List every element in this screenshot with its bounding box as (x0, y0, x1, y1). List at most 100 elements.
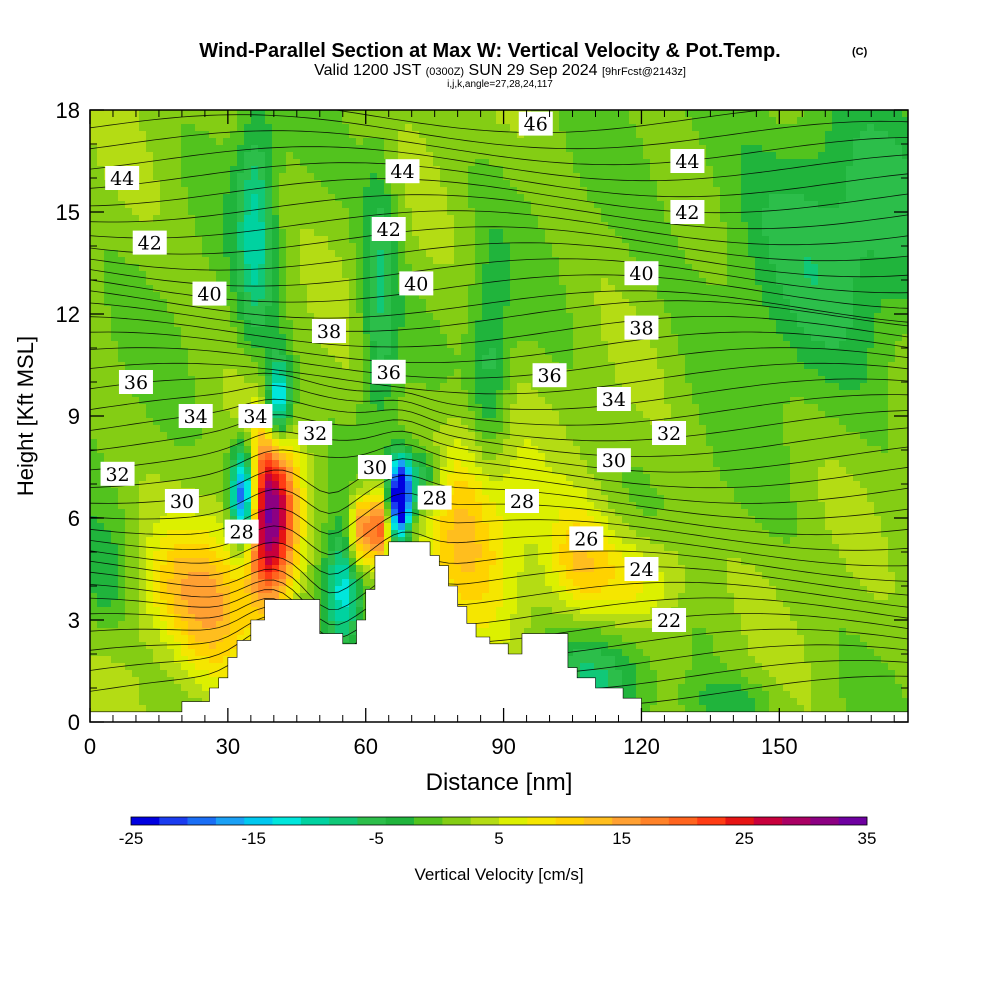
heat-cell (188, 537, 196, 545)
heat-cell (279, 376, 287, 384)
heat-cell (181, 439, 189, 447)
heat-cell (216, 215, 224, 223)
heat-cell (181, 691, 189, 699)
heat-cell (132, 264, 140, 272)
heat-cell (251, 264, 259, 272)
heat-cell (272, 474, 280, 482)
heat-cell (230, 327, 238, 335)
heat-cell (286, 586, 294, 594)
heat-cell (174, 691, 182, 699)
heat-cell (293, 502, 301, 510)
heat-cell (433, 271, 441, 279)
heat-cell (370, 523, 378, 531)
heat-cell (314, 124, 322, 132)
heat-cell (104, 705, 112, 713)
heat-cell (125, 551, 133, 559)
heat-cell (139, 551, 147, 559)
heat-cell (111, 614, 119, 622)
heat-cell (90, 341, 98, 349)
heat-cell (440, 250, 448, 258)
heat-cell (223, 152, 231, 160)
heat-cell (419, 481, 427, 489)
heat-cell (300, 110, 308, 118)
heat-cell (209, 537, 217, 545)
heat-cell (412, 292, 420, 300)
heat-cell (405, 306, 413, 314)
heat-cell (314, 593, 322, 601)
heat-cell (426, 523, 434, 531)
heat-cell (139, 313, 147, 321)
heat-cell (440, 355, 448, 363)
heat-cell (237, 180, 245, 188)
heat-cell (202, 663, 210, 671)
heat-cell (300, 320, 308, 328)
heat-cell (181, 530, 189, 538)
heat-cell (342, 166, 350, 174)
heat-cell (468, 593, 476, 601)
heat-cell (461, 131, 469, 139)
heat-cell (384, 278, 392, 286)
heat-cell (223, 320, 231, 328)
heat-cell (454, 187, 462, 195)
heat-cell (104, 110, 112, 118)
heat-cell (391, 537, 399, 545)
heat-cell (405, 390, 413, 398)
heat-cell (181, 145, 189, 153)
heat-cell (342, 397, 350, 405)
heat-cell (363, 285, 371, 293)
heat-cell (202, 369, 210, 377)
heat-cell (132, 572, 140, 580)
heat-cell (111, 131, 119, 139)
heat-cell (377, 488, 385, 496)
heat-cell (104, 243, 112, 251)
heat-cell (272, 530, 280, 538)
heat-cell (132, 327, 140, 335)
heat-cell (188, 635, 196, 643)
heat-cell (482, 418, 490, 426)
heat-cell (146, 663, 154, 671)
heat-cell (244, 460, 252, 468)
heat-cell (132, 152, 140, 160)
heat-cell (146, 264, 154, 272)
heat-cell (160, 593, 168, 601)
heat-cell (230, 187, 238, 195)
heat-cell (195, 201, 203, 209)
heat-cell (447, 467, 455, 475)
heat-cell (139, 271, 147, 279)
heat-cell (118, 551, 126, 559)
heat-cell (125, 397, 133, 405)
heat-cell (258, 201, 266, 209)
heat-cell (111, 124, 119, 132)
heat-cell (286, 131, 294, 139)
heat-cell (300, 285, 308, 293)
heat-cell (482, 516, 490, 524)
heat-cell (433, 523, 441, 531)
heat-cell (342, 586, 350, 594)
heat-cell (223, 670, 231, 678)
heat-cell (125, 117, 133, 125)
heat-cell (139, 558, 147, 566)
heat-cell (279, 369, 287, 377)
heat-cell (335, 523, 343, 531)
heat-cell (202, 586, 210, 594)
heat-cell (447, 516, 455, 524)
heat-cell (405, 124, 413, 132)
heat-cell (251, 355, 259, 363)
heat-cell (272, 110, 280, 118)
heat-cell (216, 124, 224, 132)
heat-cell (314, 488, 322, 496)
heat-cell (230, 607, 238, 615)
heat-cell (461, 418, 469, 426)
heat-cell (300, 481, 308, 489)
heat-cell (419, 537, 427, 545)
heat-cell (412, 460, 420, 468)
heat-cell (412, 250, 420, 258)
heat-cell (468, 131, 476, 139)
heat-cell (272, 208, 280, 216)
heat-cell (167, 523, 175, 531)
heat-cell (461, 355, 469, 363)
heat-cell (335, 481, 343, 489)
heat-cell (216, 670, 224, 678)
heat-cell (426, 215, 434, 223)
heat-cell (328, 495, 336, 503)
